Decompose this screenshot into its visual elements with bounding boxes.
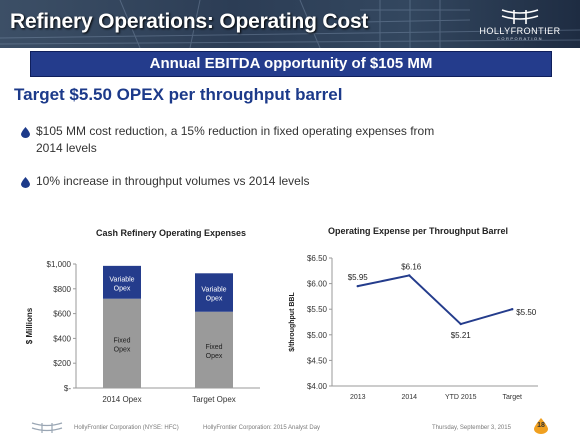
page-number: 18 xyxy=(537,422,545,429)
bar-segment-label: Opex xyxy=(206,296,223,303)
line-chart-opex-per-barrel: $4.00 $4.50 $5.00 $5.50 $6.00 $6.50 $/throughp… xyxy=(289,254,538,401)
y-tick-label: $6.50 xyxy=(307,254,328,263)
bullet-text-line: $105 MM cost reduction, a 15% reduction … xyxy=(36,124,435,138)
x-tick-label: Target xyxy=(503,394,523,401)
bar-fixed-opex xyxy=(103,298,141,388)
bullet-item-cost-reduction: $105 MM cost reduction, a 15% reduction … xyxy=(36,123,434,157)
line-point xyxy=(511,308,514,311)
data-label: $6.16 xyxy=(401,262,422,271)
y-tick-label: $400 xyxy=(53,334,71,343)
y-tick-label: $200 xyxy=(53,359,71,368)
bullet-drop-icon xyxy=(21,177,30,188)
y-tick-label: $6.00 xyxy=(307,280,328,289)
logo-mark-icon xyxy=(501,9,539,24)
slide-header: Refinery Operations: Operating Cost HOLL… xyxy=(0,0,580,48)
logo-text: HOLLYFRONTIER xyxy=(479,26,561,36)
x-tick-label: 2014 Opex xyxy=(102,395,141,404)
footer-date: Thursday, September 3, 2015 xyxy=(432,425,511,431)
y-tick-label: $5.50 xyxy=(307,305,328,314)
bar-chart-title: Cash Refinery Operating Expenses xyxy=(96,228,247,238)
line-point xyxy=(459,322,462,326)
y-tick-label: $5.00 xyxy=(307,331,328,340)
bar-fixed-opex xyxy=(195,311,233,388)
page-drop-icon xyxy=(534,418,548,434)
bar-segment-label: Opex xyxy=(114,285,131,292)
data-label: $5.21 xyxy=(451,331,472,340)
bullet-text-line: 2014 levels xyxy=(36,141,97,155)
x-tick-label: Target Opex xyxy=(192,395,236,404)
y-tick-label: $4.00 xyxy=(307,382,328,391)
footer-logo-icon xyxy=(31,422,63,433)
bar-segment-label: Opex xyxy=(206,353,223,360)
y-axis-label: $/throughput BBL xyxy=(289,292,296,352)
ebitda-banner: Annual EBITDA opportunity of $105 MM xyxy=(30,51,552,77)
slide-footer: HollyFrontier Corporation (NYSE: HFC) Ho… xyxy=(0,417,580,441)
footer-event: HollyFrontier Corporation: 2015 Analyst … xyxy=(203,425,321,431)
headline: Target $5.50 OPEX per throughput barrel xyxy=(14,85,343,104)
x-tick-label: 2013 xyxy=(350,394,366,401)
data-label: $5.95 xyxy=(348,273,369,282)
line-series-opex xyxy=(357,274,513,326)
line-chart-title: Operating Expense per Throughput Barrel xyxy=(328,226,509,236)
bar-segment-label: Variable xyxy=(201,287,226,294)
y-tick-label: $4.50 xyxy=(307,356,328,365)
line-point xyxy=(356,284,359,288)
y-tick-label: $600 xyxy=(53,310,71,319)
bar-segment-label: Fixed xyxy=(113,337,130,344)
header-background-pattern xyxy=(0,0,580,48)
y-axis-label: $ Millions xyxy=(25,307,34,344)
x-tick-label: YTD 2015 xyxy=(445,394,477,401)
bullet-drop-icon xyxy=(21,127,30,138)
bullet-item-throughput: 10% increase in throughput volumes vs 20… xyxy=(36,173,310,190)
footer-company: HollyFrontier Corporation (NYSE: HFC) xyxy=(74,425,179,431)
bar-chart-cash-opex: $- $200 $400 $600 $800 $1,000 $ Millions Fixed O… xyxy=(25,260,260,404)
page-number-badge: 18 xyxy=(534,418,548,434)
logo-subtext: CORPORATION xyxy=(497,36,543,41)
bar-variable-opex xyxy=(195,273,233,312)
x-tick-label: 2014 xyxy=(401,394,417,401)
y-tick-label: $1,000 xyxy=(47,260,72,269)
slide-title: Refinery Operations: Operating Cost xyxy=(10,10,369,33)
bullet-text-line: 10% increase in throughput volumes vs 20… xyxy=(36,174,310,188)
line-point xyxy=(408,274,411,277)
bar-variable-opex xyxy=(103,265,141,299)
bar-segment-label: Variable xyxy=(109,276,134,283)
data-label: $5.50 xyxy=(516,308,537,317)
bar-segment-label: Fixed xyxy=(205,344,222,351)
y-tick-label: $- xyxy=(64,384,71,393)
company-logo: HOLLYFRONTIER CORPORATION xyxy=(472,6,568,42)
bar-segment-label: Opex xyxy=(114,346,131,353)
y-tick-label: $800 xyxy=(53,285,71,294)
